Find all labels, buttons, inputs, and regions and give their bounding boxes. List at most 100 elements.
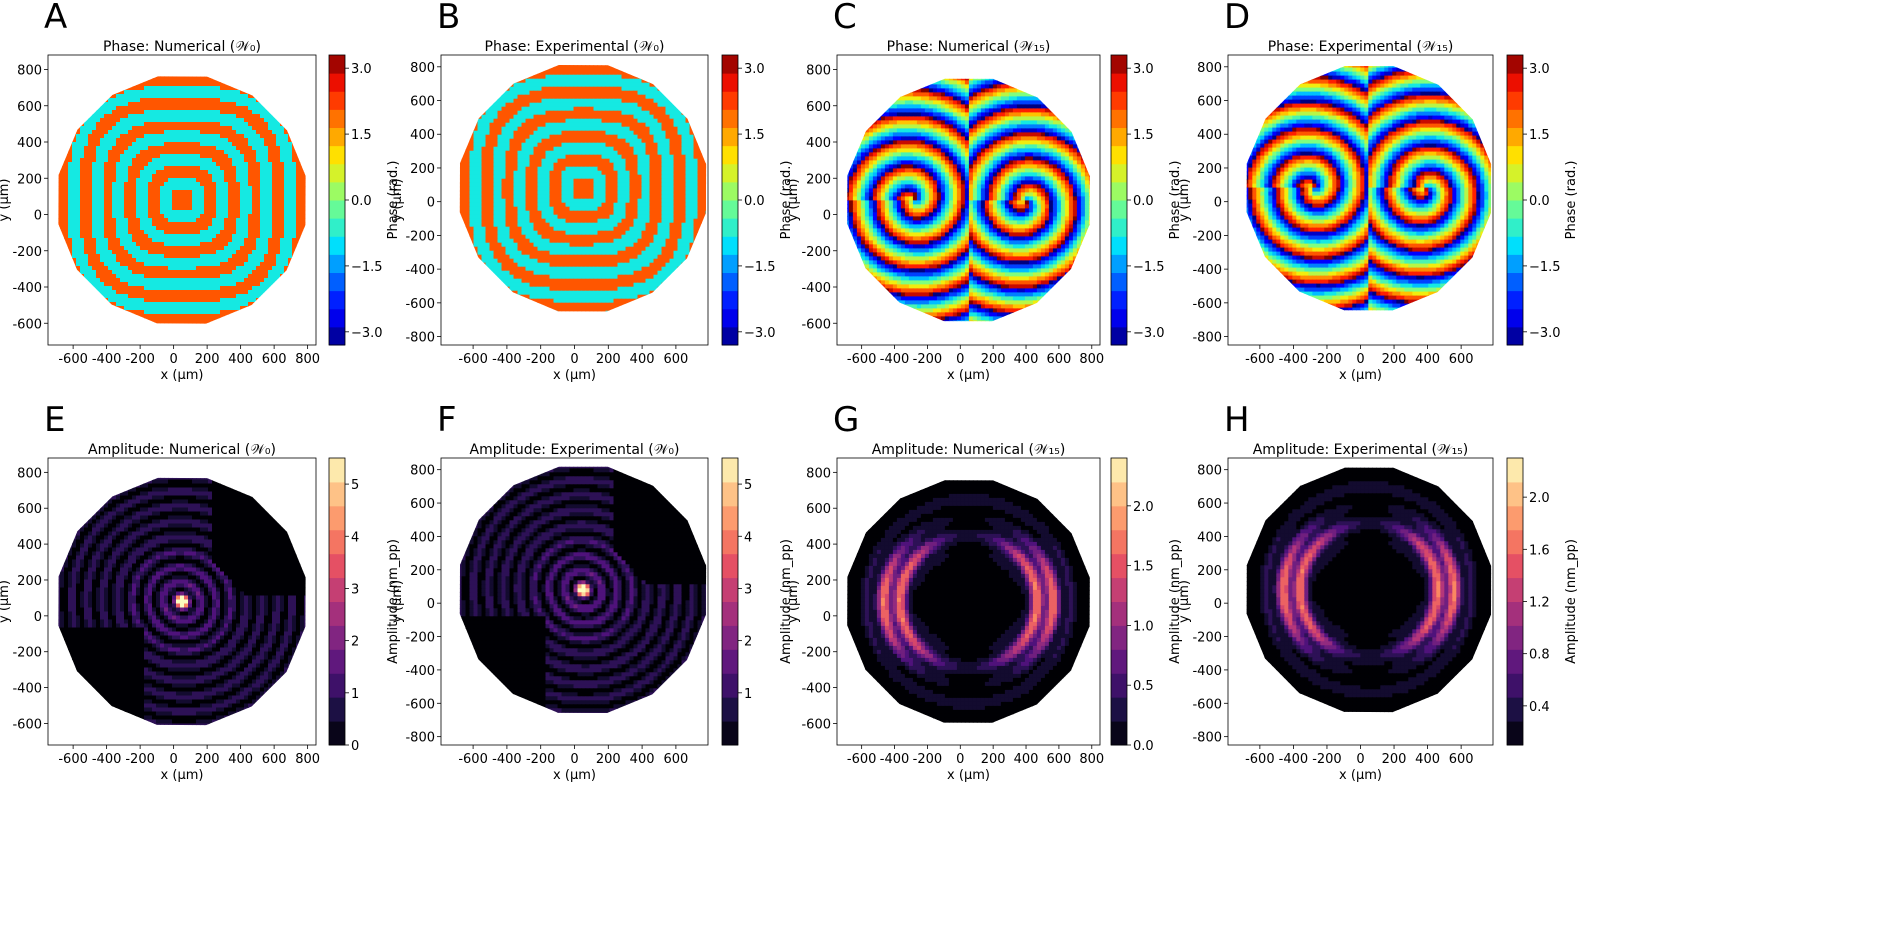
panel-f: F Amplitude: Experimental (𝒲₀) -600 -400 -20… <box>390 400 794 783</box>
y-tick-label: -400 <box>801 682 831 697</box>
colorbar-band <box>722 218 738 237</box>
y-tick-label: 0 <box>1214 196 1222 211</box>
colorbar-band <box>722 326 738 346</box>
colorbar-tick-label: 2.0 <box>1529 491 1550 506</box>
y-tick-label: 800 <box>17 64 42 79</box>
x-axis-label: x (μm) <box>1339 368 1382 383</box>
colorbar-label: Phase (rad.) <box>779 161 794 240</box>
heatmap-field <box>847 480 1090 723</box>
x-tick-label: -400 <box>92 752 122 767</box>
y-tick-label: 0 <box>1214 597 1222 612</box>
colorbar-tick-label: 0.5 <box>1133 679 1154 694</box>
y-tick-label: 600 <box>1197 497 1222 512</box>
x-tick-label: -400 <box>1279 352 1309 367</box>
colorbar-band <box>1507 109 1523 129</box>
colorbar-tick-label: 2 <box>351 635 359 650</box>
colorbar-band <box>722 109 738 129</box>
colorbar-band <box>1111 458 1127 483</box>
colorbar-tick-label: 1 <box>351 687 359 702</box>
colorbar-band <box>1507 181 1523 201</box>
y-tick-label: 200 <box>1197 564 1222 579</box>
colorbar: 3.0 1.5 0.0 −1.5 −3.0 Phase (rad.) <box>721 54 794 346</box>
y-axis-label: y (μm) <box>786 580 801 623</box>
colorbar-tick-label: 2 <box>744 635 752 650</box>
colorbar-tick-label: −1.5 <box>351 260 383 275</box>
y-tick-label: 0 <box>34 209 42 224</box>
x-tick-label: -200 <box>526 752 556 767</box>
y-axis-label: y (μm) <box>1177 580 1192 623</box>
axes-frame <box>47 457 317 746</box>
x-tick-label: -600 <box>458 752 488 767</box>
colorbar-band <box>1111 145 1127 165</box>
y-axis-label: y (μm) <box>390 179 405 222</box>
colorbar-band <box>329 91 345 110</box>
y-axis-label: y (μm) <box>786 179 801 222</box>
colorbar-band <box>1111 529 1127 555</box>
colorbar-tick-label: −3.0 <box>1133 326 1165 341</box>
y-tick-label: 600 <box>17 502 42 517</box>
heatmap-field <box>1246 66 1492 311</box>
x-tick-label: 600 <box>663 352 688 367</box>
colorbar-band <box>329 218 345 237</box>
x-tick-label: 600 <box>1046 752 1071 767</box>
y-tick-label: 800 <box>1197 464 1222 479</box>
y-tick-label: -600 <box>1192 297 1222 312</box>
colorbar-band <box>722 697 738 722</box>
plot-title: Amplitude: Experimental (𝒲₀) <box>470 442 680 458</box>
y-tick-label: 600 <box>410 95 435 110</box>
colorbar-band <box>329 109 345 129</box>
y-tick-label: -600 <box>1192 697 1222 712</box>
colorbar-band <box>1111 200 1127 219</box>
colorbar-band <box>1507 505 1523 531</box>
colorbar-band <box>1507 649 1523 674</box>
colorbar-band <box>722 625 738 650</box>
colorbar: 3.0 1.5 0.0 −1.5 −3.0 Phase (rad.) <box>328 54 401 346</box>
x-tick-label: 0 <box>1356 752 1364 767</box>
colorbar-tick-label: 3.0 <box>351 62 372 77</box>
colorbar-band <box>722 127 738 147</box>
heatmap-field <box>847 78 1090 322</box>
colorbar-band <box>1111 308 1127 328</box>
x-tick-label: -600 <box>847 352 877 367</box>
panel-letter: A <box>44 0 67 37</box>
x-tick-label: 0 <box>169 352 177 367</box>
colorbar-band <box>722 236 738 255</box>
x-tick-label: 600 <box>1449 352 1474 367</box>
y-tick-label: 200 <box>806 574 831 589</box>
y-tick-label: 800 <box>1197 61 1222 76</box>
colorbar-band <box>1111 326 1127 346</box>
colorbar-band <box>1507 55 1523 74</box>
y-tick-label: 200 <box>410 564 435 579</box>
y-tick-label: 800 <box>410 464 435 479</box>
colorbar-tick-label: 1 <box>744 687 752 702</box>
colorbar-band <box>1111 181 1127 201</box>
x-tick-label: -200 <box>125 352 155 367</box>
colorbar-band <box>722 290 738 310</box>
colorbar: 5 4 3 2 1 Amplitude (nm_pp) <box>721 457 794 746</box>
y-tick-label: 600 <box>17 100 42 115</box>
y-tick-label: -200 <box>801 646 831 661</box>
x-tick-label: 200 <box>195 752 220 767</box>
plot-title: Amplitude: Numerical (𝒲₀) <box>88 442 276 458</box>
y-tick-label: 400 <box>17 538 42 553</box>
colorbar-band <box>1111 254 1127 274</box>
colorbar-tick-label: −1.5 <box>1133 260 1165 275</box>
colorbar-band <box>722 529 738 555</box>
colorbar-tick-label: 1.5 <box>1133 560 1154 575</box>
y-tick-label: 0 <box>34 610 42 625</box>
x-tick-label: 800 <box>1079 352 1104 367</box>
x-tick-label: 200 <box>1382 752 1407 767</box>
colorbar-frame <box>328 457 346 746</box>
panel-letter: B <box>437 0 460 37</box>
colorbar-band <box>329 145 345 165</box>
panel-letter: F <box>437 400 457 440</box>
colorbar-band <box>329 200 345 219</box>
x-tick-label: 400 <box>630 752 655 767</box>
x-tick-label: 600 <box>663 752 688 767</box>
colorbar-band <box>722 55 738 74</box>
x-axis-label: x (μm) <box>947 368 990 383</box>
colorbar-frame <box>1110 457 1128 746</box>
colorbar-band <box>329 673 345 698</box>
